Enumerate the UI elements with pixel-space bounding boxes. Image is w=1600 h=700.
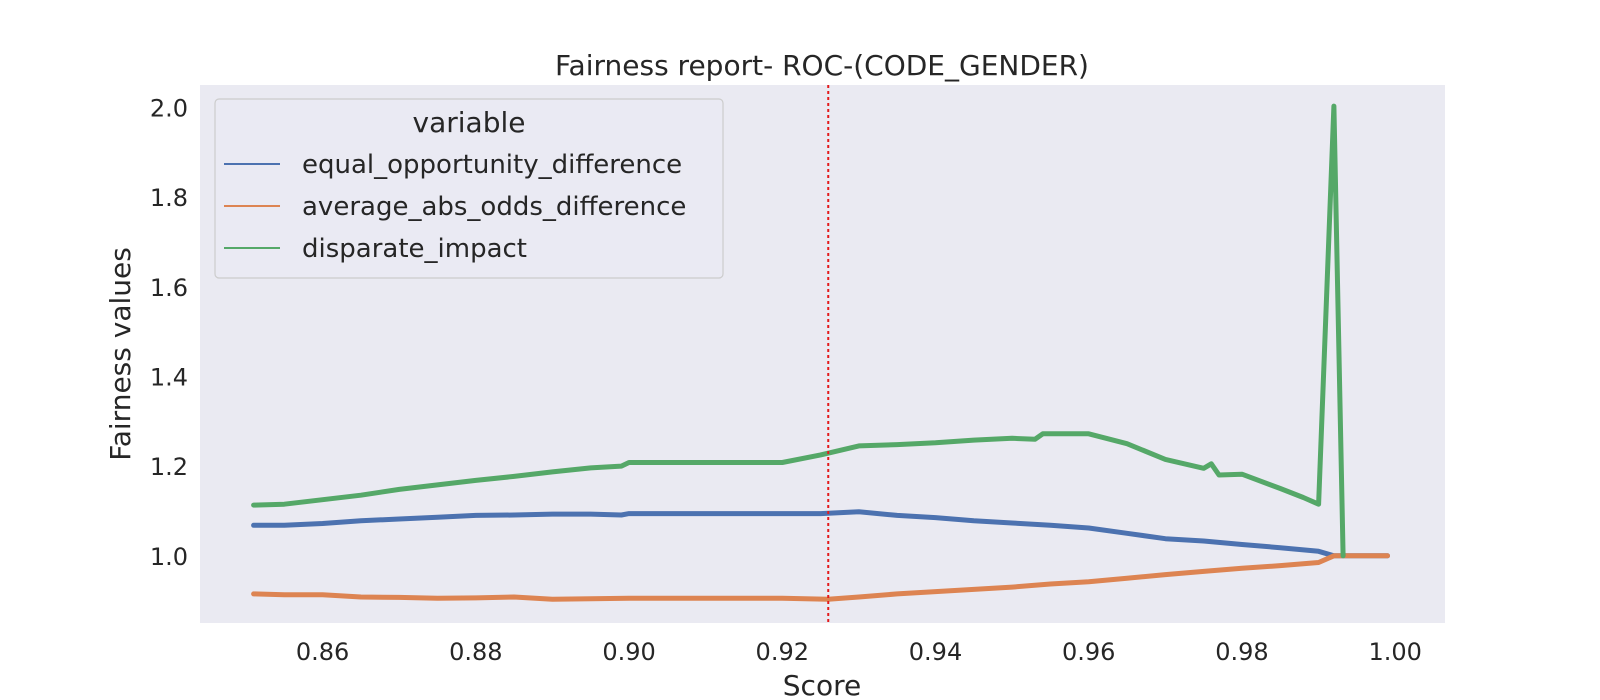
y-tick-label: 1.4: [150, 363, 188, 391]
y-tick-label: 1.8: [150, 184, 188, 212]
series-line-average-abs-odds-difference: [251, 553, 1390, 602]
legend-label: average_abs_odds_difference: [302, 192, 686, 222]
y-tick-label: 2.0: [150, 94, 188, 122]
series-line-equal-opportunity-difference: [251, 509, 1390, 559]
x-axis: 0.86 0.88 0.90 0.92 0.94 0.96 0.98 1.00: [296, 638, 1422, 666]
y-tick-label: 1.6: [150, 274, 188, 302]
legend-label: disparate_impact: [302, 234, 527, 264]
chart-title: Fairness report- ROC-(CODE_GENDER): [555, 49, 1089, 82]
x-tick-label: 1.00: [1368, 638, 1421, 666]
series-layer: [251, 103, 1390, 602]
x-axis-label: Score: [783, 669, 861, 700]
y-axis-label: Fairness values: [104, 247, 137, 461]
y-tick-label: 1.0: [150, 543, 188, 571]
legend-items: equal_opportunity_difference average_abs_…: [224, 150, 686, 264]
series-line-disparate-impact: [251, 103, 1346, 559]
x-tick-label: 0.96: [1062, 638, 1115, 666]
x-tick-label: 0.86: [296, 638, 349, 666]
legend-frame: [214, 98, 724, 279]
x-tick-label: 0.90: [602, 638, 655, 666]
legend-label: equal_opportunity_difference: [302, 150, 682, 180]
x-tick-label: 0.92: [756, 638, 809, 666]
y-tick-label: 1.2: [150, 453, 188, 481]
legend: variable equal_opportunity_differenceave…: [214, 98, 724, 279]
x-tick-label: 0.98: [1215, 638, 1268, 666]
y-axis: 1.0 1.2 1.4 1.6 1.8 2.0: [150, 94, 188, 570]
legend-title: variable: [413, 106, 526, 139]
x-tick-label: 0.88: [449, 638, 502, 666]
x-tick-label: 0.94: [909, 638, 962, 666]
